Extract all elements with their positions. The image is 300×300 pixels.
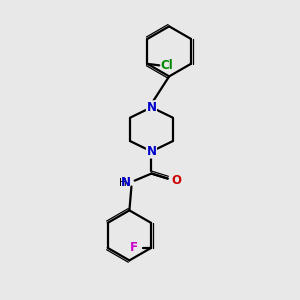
Text: N: N <box>146 101 157 114</box>
Text: F: F <box>130 242 138 254</box>
Text: Cl: Cl <box>161 59 173 72</box>
Text: N: N <box>121 176 131 190</box>
Text: N: N <box>146 145 157 158</box>
Text: O: O <box>172 174 182 187</box>
Text: H: H <box>119 178 127 188</box>
